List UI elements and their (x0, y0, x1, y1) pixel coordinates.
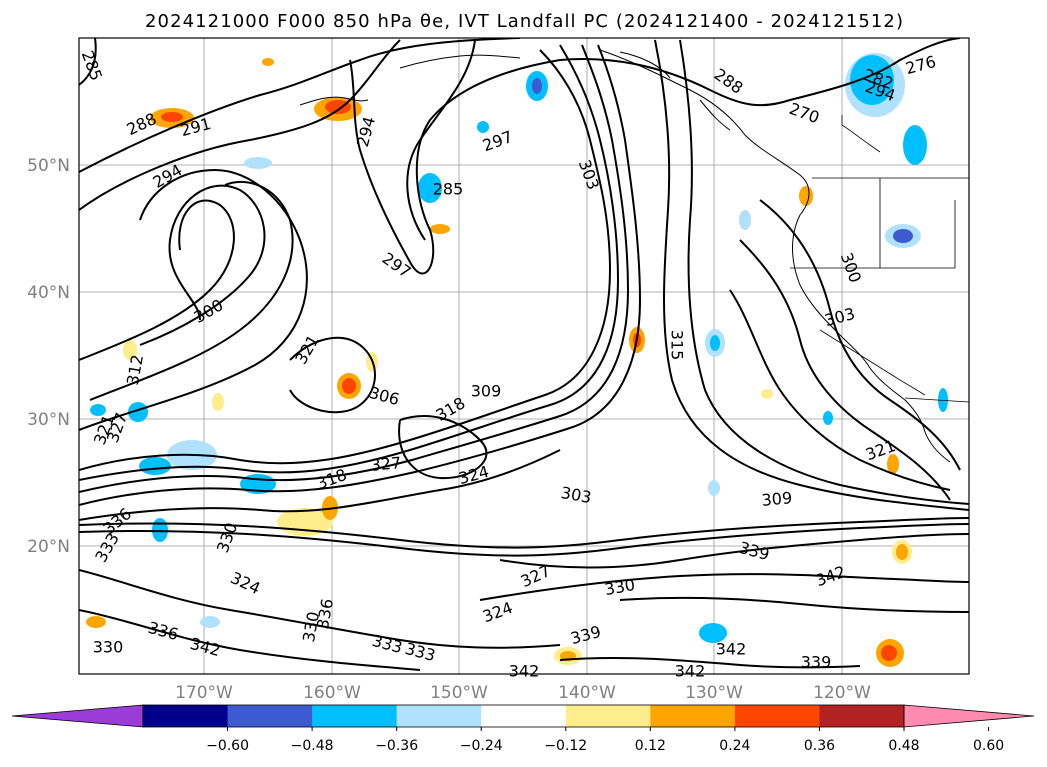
ivt-negative-patch (739, 210, 751, 230)
contour-label: 339 (801, 653, 832, 672)
ivt-positive-patch (325, 100, 351, 114)
ivt-negative-patch (823, 411, 833, 425)
ivt-shading (86, 53, 948, 667)
colorbar-tick-label: 0.12 (635, 738, 666, 754)
colorbar-segment (734, 705, 820, 727)
colorbar-segment (819, 705, 905, 727)
colorbar-segment (396, 705, 482, 727)
colorbar-tick-label: 0.24 (719, 738, 750, 754)
colorbar-segment (227, 705, 313, 727)
political-borders (790, 115, 969, 403)
ivt-positive-patch (161, 112, 183, 122)
longitude-labels: 170°W 160°W 150°W 140°W 130°W 120°W (175, 683, 871, 703)
contour-label: 315 (668, 330, 687, 361)
ivt-positive-patch (896, 544, 908, 560)
ivt-positive-patch (212, 393, 224, 411)
colorbar-extend-min (11, 704, 144, 728)
ivt-negative-patch (152, 518, 168, 542)
ivt-positive-patch (881, 645, 897, 661)
theta-e-contours (79, 38, 969, 671)
colorbar-segment (312, 705, 398, 727)
lat-label-50n: 50°N (27, 156, 70, 176)
contour-label: 309 (471, 382, 502, 401)
ivt-positive-patch (761, 389, 773, 399)
ivt-negative-patch (708, 480, 720, 496)
colorbar-segment (650, 705, 736, 727)
ivt-positive-patch (430, 224, 450, 234)
ivt-positive-patch (262, 58, 274, 66)
ivt-negative-patch (200, 616, 220, 628)
ivt-negative-patch (532, 78, 542, 94)
colorbar-tick-label: 0.36 (804, 738, 835, 754)
ivt-positive-patch (799, 186, 813, 206)
map-panel (78, 37, 970, 675)
ivt-negative-patch (893, 229, 913, 243)
ivt-positive-patch (86, 616, 106, 628)
contour-label: 342 (716, 640, 747, 659)
colorbar-tick-label: −0.12 (544, 738, 587, 754)
colorbar-segment (565, 705, 651, 727)
ivt-negative-patch (699, 623, 727, 643)
contour-label: 309 (761, 488, 793, 510)
ivt-positive-patch (123, 340, 137, 360)
ivt-negative-patch (903, 125, 927, 165)
ivt-negative-patch (418, 173, 442, 203)
ivt-positive-patch (342, 378, 356, 394)
lat-label-30n: 30°N (27, 410, 70, 430)
colorbar-segment (481, 705, 567, 727)
lon-label-150w: 150°W (430, 683, 488, 703)
lat-label-20n: 20°N (27, 537, 70, 557)
map-frame (78, 37, 970, 675)
figure-title: 2024121000 F000 850 hPa θe, IVT Landfall… (145, 11, 903, 32)
contour-label: 285 (433, 180, 464, 199)
ivt-negative-patch (244, 157, 272, 169)
lat-label-40n: 40°N (27, 283, 70, 303)
lon-label-170w: 170°W (175, 683, 233, 703)
latitude-labels: 50°N 40°N 30°N 20°N (27, 156, 70, 557)
colorbar-tick-label: −0.24 (460, 738, 503, 754)
colorbar-tick-label: −0.48 (291, 738, 334, 754)
ivt-negative-patch (850, 55, 894, 105)
contour-label: 327 (370, 453, 402, 475)
colorbar-segment (143, 705, 229, 727)
contour-label: 342 (675, 662, 706, 681)
contour-label: 330 (93, 638, 124, 657)
ivt-negative-patch (128, 402, 148, 422)
colorbar-extend-max (903, 704, 1035, 728)
ivt-negative-patch (710, 335, 720, 351)
contour-label: 342 (509, 662, 540, 681)
lon-label-160w: 160°W (303, 683, 361, 703)
colorbar-frame (142, 704, 905, 728)
ivt-negative-patch (139, 457, 171, 475)
lon-label-140w: 140°W (558, 683, 616, 703)
colorbar-tick-label: 0.48 (888, 738, 919, 754)
ivt-negative-patch (477, 121, 489, 133)
colorbar-tick-label: −0.36 (375, 738, 418, 754)
coastlines (299, 49, 951, 463)
ivt-negative-patch (90, 404, 106, 416)
colorbar-tick-label: −0.60 (206, 738, 249, 754)
colorbar: −0.60 −0.48 −0.36 −0.24 −0.12 0.12 0.24 0.36 0.4… (11, 704, 1035, 754)
graticule (79, 38, 969, 674)
ivt-positive-patch (887, 454, 899, 474)
lon-label-120w: 120°W (813, 683, 871, 703)
lon-label-130w: 130°W (685, 683, 743, 703)
colorbar-tick-label: 0.60 (973, 738, 1004, 754)
